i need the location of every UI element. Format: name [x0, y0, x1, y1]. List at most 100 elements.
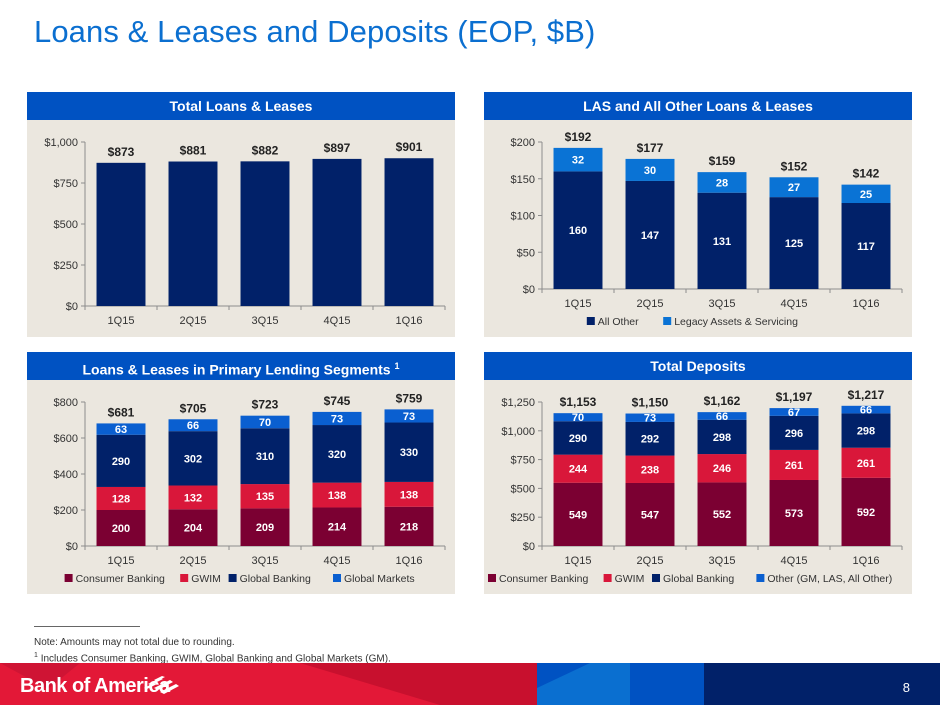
legend-label: All Other [598, 316, 639, 328]
footer-blue-shade [537, 663, 590, 688]
bar-segment [697, 482, 747, 546]
total-label: $1,162 [704, 394, 741, 408]
data-label: 28 [716, 177, 728, 189]
total-label: $152 [781, 159, 808, 173]
legend-label: Global Banking [240, 573, 311, 585]
data-label: 290 [569, 433, 587, 445]
data-label: 132 [184, 492, 202, 504]
data-label: 147 [641, 230, 659, 242]
legend-label: Global Banking [663, 573, 734, 585]
bar-segment [625, 180, 675, 289]
bar-segment [697, 192, 747, 289]
primary-lending-panel: Loans & Leases in Primary Lending Segmen… [27, 352, 455, 594]
x-tick-label: 1Q15 [108, 315, 135, 327]
panel-title-superscript: 1 [394, 361, 400, 371]
footer-blue-2 [630, 663, 704, 705]
legend-swatch [756, 574, 765, 582]
data-label: 160 [569, 225, 587, 237]
total-label: $759 [396, 391, 423, 405]
legend-swatch [228, 574, 237, 582]
data-label: 298 [713, 432, 731, 444]
data-label: 131 [713, 236, 731, 248]
data-label: 214 [328, 522, 347, 534]
legend-label: Consumer Banking [76, 573, 165, 585]
panel-title: Total Loans & Leases [169, 98, 313, 114]
data-label: 125 [785, 238, 803, 250]
bar-segment [240, 428, 290, 485]
footnote-text: Includes Consumer Banking, GWIM, Global … [40, 653, 391, 665]
bar-segment [841, 184, 891, 204]
brand-logo-text: Bank of America [20, 675, 170, 697]
bar-segment [312, 158, 362, 306]
bar-segment [841, 477, 891, 546]
x-tick-label: 4Q15 [781, 555, 808, 567]
data-label: 261 [785, 460, 803, 472]
total-label: $177 [637, 141, 664, 155]
data-label: 66 [187, 420, 199, 432]
data-label: 67 [788, 407, 800, 419]
y-tick-label: $1,000 [501, 426, 535, 438]
bar-segment [625, 482, 675, 546]
bar-segment [168, 419, 218, 432]
x-tick-label: 4Q15 [324, 555, 351, 567]
footnote-marker: 1 [34, 652, 38, 659]
data-label: 63 [115, 424, 127, 436]
x-tick-label: 1Q16 [396, 315, 423, 327]
y-tick-label: $600 [54, 433, 78, 445]
y-tick-label: $250 [511, 512, 535, 524]
data-label: 592 [857, 507, 875, 519]
data-label: 73 [644, 413, 656, 425]
las-other-panel: LAS and All Other Loans & Leases $0 $50 $1… [484, 92, 912, 337]
total-loans-panel: Total Loans & Leases $0 $250 $500 $750 $1,00… [27, 92, 455, 337]
legend-label: Global Markets [344, 573, 415, 585]
total-label: $745 [324, 394, 351, 408]
footnote-divider [34, 626, 140, 627]
data-label: 310 [256, 451, 274, 463]
bar-segment [769, 177, 819, 198]
bar-segment [312, 425, 362, 483]
primary-lending-chart: $0 $200 $400 $600 $800 200 128 290 63 $681 1Q15 204… [54, 391, 446, 585]
total-deposits-panel: Total Deposits $0 $250 $500 $750 $1,000 $1,25… [484, 352, 912, 594]
legend-label: Legacy Assets & Servicing [674, 316, 798, 328]
footer-red-shade [300, 663, 537, 705]
bar-segment [96, 423, 146, 435]
bar-segment [553, 421, 603, 455]
total-label: $1,197 [776, 390, 813, 404]
panel-title: Loans & Leases in Primary Lending Segmen… [82, 361, 391, 378]
y-tick-label: $1,250 [501, 397, 535, 409]
data-label: 209 [256, 522, 274, 534]
total-label: $1,150 [632, 396, 669, 410]
y-tick-label: $750 [54, 178, 78, 190]
bar-segment [312, 411, 362, 426]
page-number: 8 [902, 680, 910, 695]
x-tick-label: 2Q15 [180, 315, 207, 327]
bar-segment [96, 486, 146, 510]
y-tick-label: $500 [54, 219, 78, 231]
data-label: 549 [569, 509, 587, 521]
data-label: 30 [644, 165, 656, 177]
bar-segment [240, 415, 290, 429]
bar-segment [384, 158, 434, 306]
data-label: 261 [857, 458, 875, 470]
total-label: $1,153 [560, 395, 597, 409]
bar-segment [96, 510, 146, 546]
total-label: $705 [180, 401, 207, 415]
legend-swatch [180, 574, 189, 582]
bar-segment [384, 506, 434, 546]
page-title: Loans & Leases and Deposits (EOP, $B) [34, 14, 596, 49]
data-label: 128 [112, 493, 130, 505]
bar-segment [384, 409, 434, 423]
data-label: 298 [857, 426, 875, 438]
bar-segment [312, 507, 362, 546]
bar-segment [841, 203, 891, 289]
total-label: $901 [396, 140, 423, 154]
data-label: 238 [641, 464, 659, 476]
bar-segment [769, 449, 819, 480]
footnotes: Note: Amounts may not total due to round… [34, 636, 391, 665]
data-label: 73 [403, 411, 415, 423]
total-label: $873 [108, 145, 135, 159]
bar-segment [553, 454, 603, 483]
total-label: $723 [252, 398, 279, 412]
y-tick-label: $200 [511, 137, 535, 149]
bar-segment [841, 413, 891, 448]
